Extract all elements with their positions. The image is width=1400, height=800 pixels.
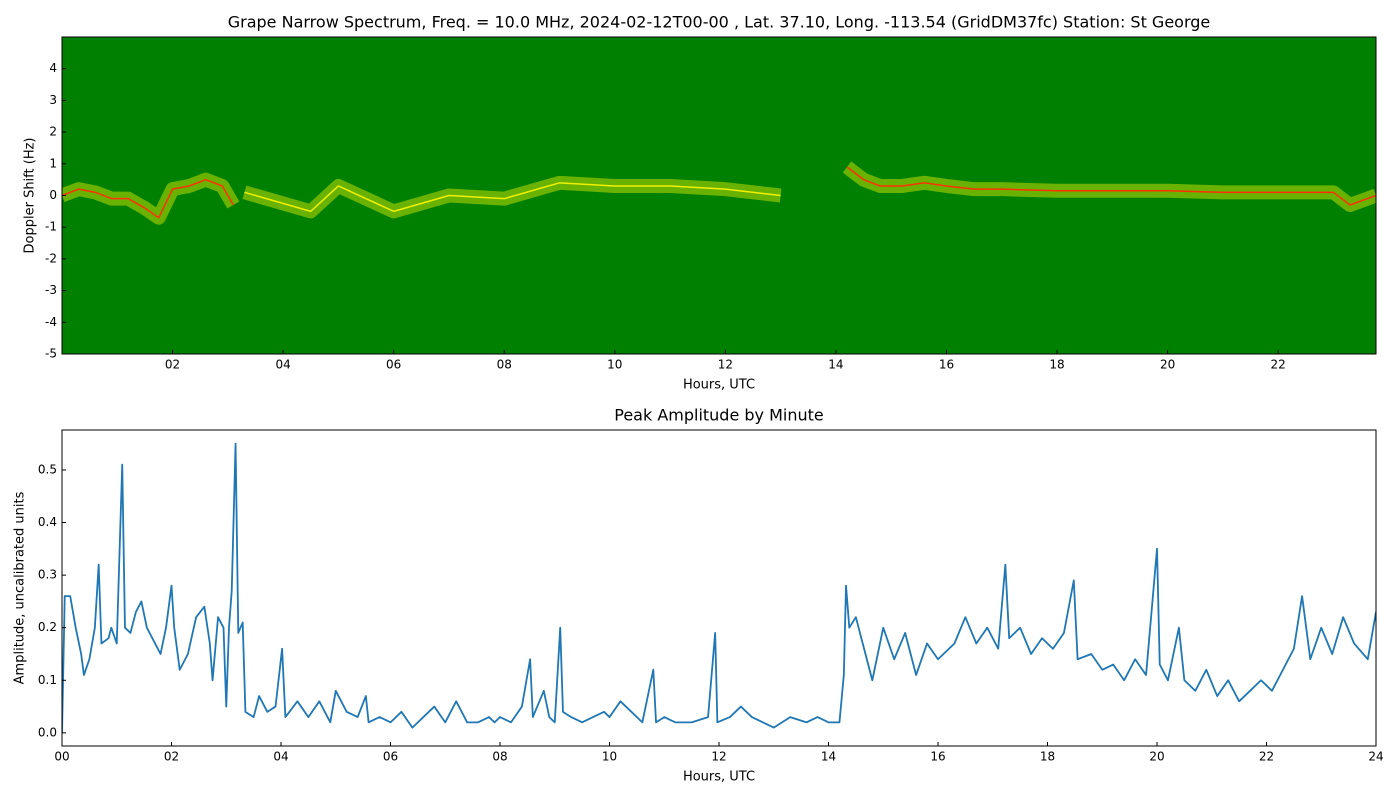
x-tick-label: 10 bbox=[607, 358, 622, 372]
y-tick-label: 4 bbox=[49, 61, 57, 75]
x-axis-label: Hours, UTC bbox=[683, 378, 755, 393]
x-tick-label: 06 bbox=[386, 358, 401, 372]
y-tick-label: 0.0 bbox=[38, 725, 57, 739]
x-tick-label: 08 bbox=[492, 750, 507, 764]
y-tick-label: -1 bbox=[45, 220, 57, 234]
y-tick-label: 0.2 bbox=[38, 620, 57, 634]
y-tick-label: -2 bbox=[45, 251, 57, 265]
x-tick-label: 20 bbox=[1149, 750, 1164, 764]
y-tick-label: -4 bbox=[45, 315, 57, 329]
y-tick-label: 0.1 bbox=[38, 673, 57, 687]
y-axis-label: Amplitude, uncalibrated units bbox=[13, 491, 28, 684]
x-tick-label: 16 bbox=[930, 750, 945, 764]
x-tick-label: 12 bbox=[718, 358, 733, 372]
data-line bbox=[846, 166, 1376, 206]
y-tick-label: -3 bbox=[45, 283, 57, 297]
x-tick-label: 08 bbox=[497, 358, 512, 372]
x-tick-label: 06 bbox=[383, 750, 398, 764]
y-tick-label: 0.5 bbox=[38, 462, 57, 476]
y-tick-label: 1 bbox=[49, 156, 57, 170]
x-tick-label: 02 bbox=[165, 358, 180, 372]
y-tick-label: 0.4 bbox=[38, 515, 57, 529]
x-tick-label: 22 bbox=[1271, 358, 1286, 372]
data-line bbox=[62, 178, 235, 219]
x-tick-label: 10 bbox=[602, 750, 617, 764]
y-tick-label: 0 bbox=[49, 188, 57, 202]
x-tick-label: 14 bbox=[821, 750, 836, 764]
y-tick-label: 0.3 bbox=[38, 568, 57, 582]
y-tick-label: -5 bbox=[45, 347, 57, 361]
x-tick-label: 04 bbox=[275, 358, 290, 372]
x-tick-label: 18 bbox=[1049, 358, 1064, 372]
x-tick-label: 04 bbox=[273, 750, 288, 764]
x-tick-label: 16 bbox=[939, 358, 954, 372]
chart-title: Peak Amplitude by Minute bbox=[614, 406, 824, 425]
y-tick-label: 2 bbox=[49, 125, 57, 139]
y-axis-label: Doppler Shift (Hz) bbox=[23, 138, 38, 254]
data-line bbox=[244, 182, 781, 213]
x-tick-label: 22 bbox=[1259, 750, 1274, 764]
x-tick-label: 18 bbox=[1040, 750, 1055, 764]
x-tick-label: 24 bbox=[1368, 750, 1383, 764]
data-line bbox=[62, 442, 1376, 733]
x-tick-label: 12 bbox=[711, 750, 726, 764]
y-tick-label: 3 bbox=[49, 93, 57, 107]
x-tick-label: 02 bbox=[164, 750, 179, 764]
x-axis-label: Hours, UTC bbox=[683, 770, 755, 785]
x-tick-label: 00 bbox=[54, 750, 69, 764]
x-tick-label: 14 bbox=[828, 358, 843, 372]
x-tick-label: 20 bbox=[1160, 358, 1175, 372]
chart-title: Grape Narrow Spectrum, Freq. = 10.0 MHz,… bbox=[228, 13, 1211, 32]
spectrogram-background bbox=[62, 37, 1376, 354]
